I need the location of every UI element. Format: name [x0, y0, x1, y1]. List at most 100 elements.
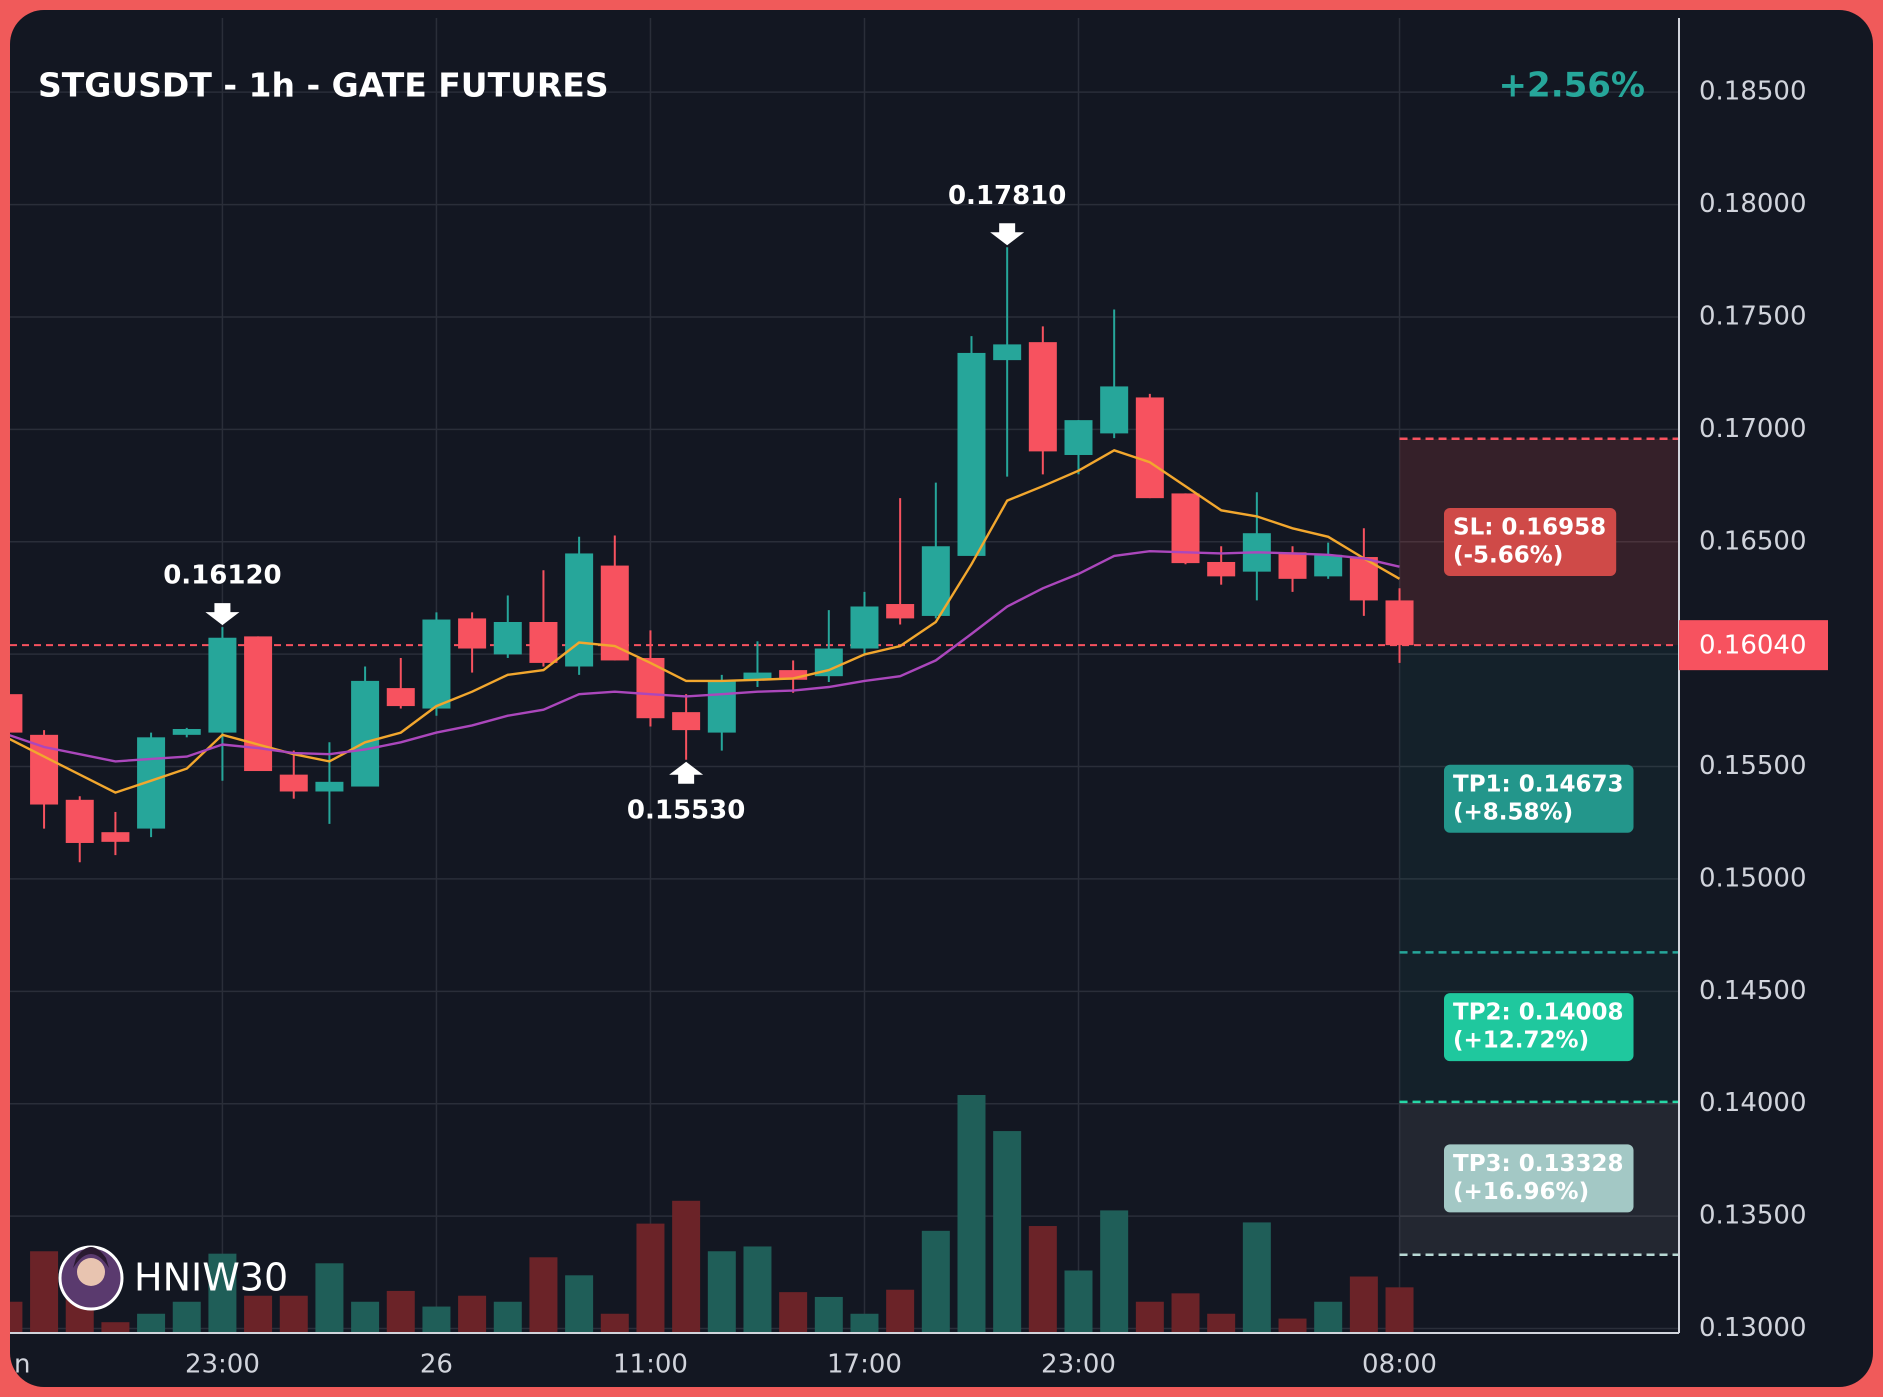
volume-bar — [957, 1095, 986, 1333]
avatar-face — [77, 1258, 105, 1286]
candle-body — [1064, 420, 1093, 455]
volume-bar — [10, 1301, 23, 1333]
chart-card — [10, 10, 1873, 1387]
volume-bar — [1207, 1313, 1236, 1333]
volume-bar — [600, 1313, 629, 1333]
volume-bar — [244, 1295, 273, 1333]
annotation-arrow — [669, 761, 704, 784]
y-tick-label: 0.18000 — [1699, 189, 1807, 219]
x-tick-label: 26 — [420, 1350, 453, 1380]
volume-bar — [1135, 1301, 1164, 1333]
volume-bar — [743, 1246, 772, 1333]
volume-bar — [279, 1295, 308, 1333]
volume-bar — [779, 1292, 808, 1333]
candle-body — [493, 622, 522, 655]
volume-bar — [30, 1251, 59, 1333]
volume-bar — [458, 1295, 487, 1333]
level-text: (+8.58%) — [1453, 799, 1573, 825]
level-text: TP1: 0.14673 — [1453, 771, 1624, 797]
volume-bar — [672, 1200, 701, 1333]
volume-bar — [1100, 1210, 1129, 1333]
watermark: HNIW30 — [58, 1245, 288, 1311]
y-tick-label: 0.17500 — [1699, 301, 1807, 331]
candle-body — [458, 618, 487, 649]
annotation-label: 0.17810 — [948, 181, 1066, 211]
level-text: TP2: 0.14008 — [1453, 1000, 1624, 1026]
volume-bar — [172, 1301, 201, 1333]
candle-body — [1028, 342, 1057, 452]
volume-bar — [1171, 1293, 1200, 1333]
volume-bar — [1028, 1226, 1057, 1333]
level-box — [1444, 1144, 1634, 1213]
candle-body — [208, 637, 237, 733]
candle-body — [101, 832, 130, 842]
level-text: (+16.96%) — [1453, 1179, 1589, 1205]
x-tick-label: 23:00 — [1041, 1350, 1116, 1380]
annotation-label: 0.16120 — [163, 561, 281, 591]
x-tick-label: 11:00 — [613, 1350, 688, 1380]
annotation-arrow — [990, 223, 1025, 246]
x-tick-label: n — [14, 1350, 30, 1380]
candle-body — [30, 734, 59, 805]
volume-bar — [993, 1131, 1022, 1333]
candle-body — [529, 622, 558, 663]
candle-body — [743, 672, 772, 680]
y-tick-label: 0.13500 — [1699, 1201, 1807, 1231]
candle-body — [244, 636, 273, 772]
candle-body — [921, 546, 950, 616]
volume-bar — [636, 1223, 665, 1333]
chart-title: STGUSDT - 1h - GATE FUTURES — [38, 66, 609, 105]
candle-body — [315, 781, 344, 792]
y-tick-label: 0.16500 — [1699, 526, 1807, 556]
volume-bar — [386, 1290, 415, 1333]
candle-body — [1314, 554, 1343, 577]
level-label: TP2: 0.14008(+12.72%) — [1444, 993, 1634, 1062]
x-tick-label: 08:00 — [1362, 1350, 1437, 1380]
change-label: +2.56% — [1499, 66, 1645, 106]
level-box — [1444, 764, 1634, 833]
level-label: SL: 0.16958(-5.66%) — [1444, 507, 1617, 576]
candle-body — [1385, 600, 1414, 646]
level-text: (-5.66%) — [1453, 542, 1563, 568]
candle-body — [422, 619, 451, 709]
candle-body — [779, 670, 808, 680]
candle-body — [957, 352, 986, 556]
volume-bar — [850, 1313, 879, 1333]
level-label: TP3: 0.13328(+16.96%) — [1444, 1144, 1634, 1213]
volume-bar — [565, 1275, 594, 1333]
candle-body — [707, 680, 736, 733]
y-tick-label: 0.13000 — [1699, 1313, 1807, 1343]
level-text: TP3: 0.13328 — [1453, 1151, 1624, 1177]
volume-bar — [886, 1289, 915, 1333]
candle-body — [1100, 386, 1129, 434]
candle-body — [1278, 552, 1307, 579]
level-text: SL: 0.16958 — [1453, 514, 1606, 540]
y-tick-label: 0.18500 — [1699, 77, 1807, 107]
candle-body — [886, 604, 915, 619]
candle-body — [10, 694, 23, 733]
avatar-hair — [73, 1247, 109, 1268]
level-text: (+12.72%) — [1453, 1028, 1589, 1054]
candle-body — [279, 774, 308, 792]
level-label: TP1: 0.14673(+8.58%) — [1444, 764, 1634, 833]
volume-bar — [814, 1296, 843, 1333]
candle-body — [351, 680, 380, 787]
volume-bar — [921, 1230, 950, 1333]
volume-bar — [707, 1251, 736, 1333]
last-price-box — [1679, 620, 1828, 671]
ma-line — [10, 448, 1401, 794]
volume-bar — [315, 1263, 344, 1333]
y-tick-label: 0.17000 — [1699, 414, 1807, 444]
annotation-arrow — [205, 603, 240, 626]
y-tick-label: 0.14500 — [1699, 976, 1807, 1006]
volume-bar — [1314, 1301, 1343, 1333]
volume-bar — [1242, 1222, 1271, 1333]
level-box — [1444, 993, 1634, 1062]
candle-body — [993, 344, 1022, 361]
volume-bar — [208, 1253, 237, 1333]
candle-body — [565, 553, 594, 667]
volume-bar — [1385, 1287, 1414, 1333]
candle-body — [850, 606, 879, 649]
y-tick-label: 0.14000 — [1699, 1088, 1807, 1118]
candle-body — [386, 688, 415, 707]
